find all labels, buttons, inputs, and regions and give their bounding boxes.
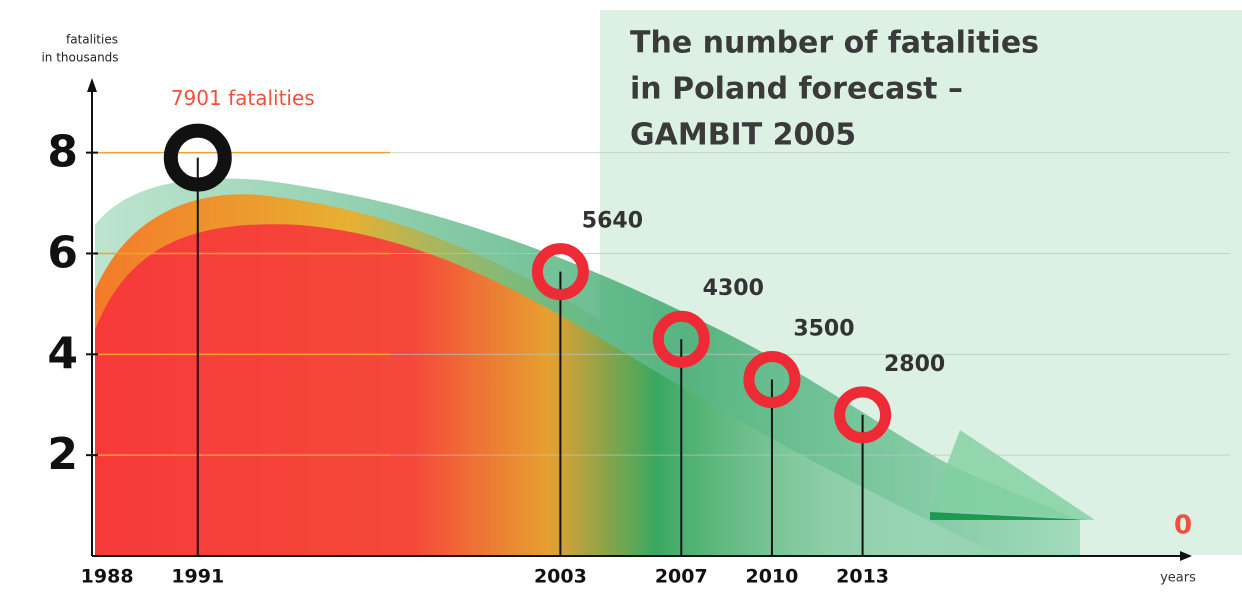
annotation: 0 — [1174, 511, 1192, 541]
chart: fatalities in thousands years The number… — [0, 0, 1242, 601]
value-label: 5640 — [582, 209, 643, 234]
value-label: 7901 fatalities — [171, 86, 315, 110]
chart-title: GAMBIT 2005 — [630, 118, 856, 153]
y-tick-label: 8 — [47, 127, 78, 178]
y-axis-label: in thousands — [41, 51, 118, 65]
x-tick-label: 2007 — [655, 566, 708, 588]
x-tick-label: 2010 — [745, 566, 798, 588]
y-tick-label: 4 — [47, 328, 78, 379]
chart-title: in Poland forecast – — [630, 72, 963, 107]
value-label: 2800 — [884, 352, 945, 377]
x-tick-label: 1991 — [171, 566, 224, 588]
y-axis-label: fatalities — [66, 33, 118, 47]
x-tick-label: 1988 — [81, 566, 134, 588]
x-axis-label: years — [1160, 571, 1196, 586]
page: {"chart_data": { "type": "scatter", "tit… — [0, 0, 1242, 601]
value-label: 3500 — [793, 317, 854, 342]
x-tick-label: 2003 — [534, 566, 587, 588]
value-label: 4300 — [703, 276, 764, 301]
x-tick-label: 2013 — [836, 566, 889, 588]
y-axis-arrow — [87, 78, 97, 92]
y-tick-label: 2 — [47, 429, 78, 480]
chart-title: The number of fatalities — [630, 26, 1039, 61]
y-tick-label: 6 — [47, 227, 78, 278]
